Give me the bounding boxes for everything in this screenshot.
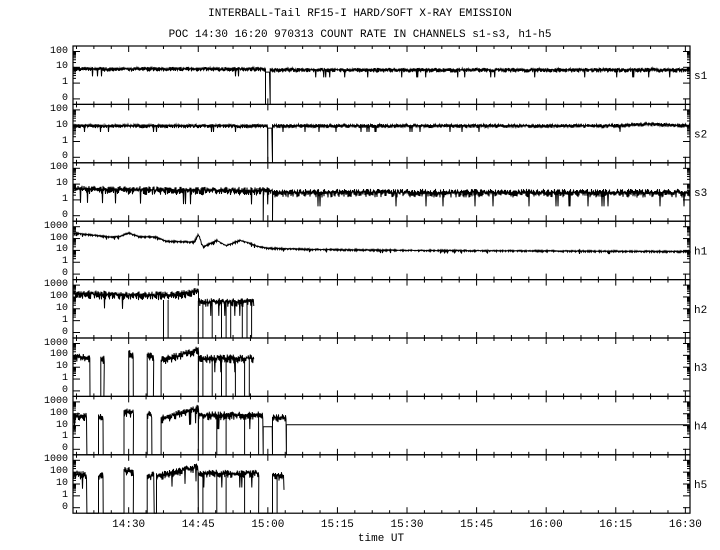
channel-label-h4: h4 xyxy=(694,422,708,434)
y-tick-label: 0 xyxy=(61,326,68,338)
trace-s1 xyxy=(72,65,691,105)
y-tick-label: 10 xyxy=(55,61,68,73)
y-tick-label: 100 xyxy=(49,45,68,57)
y-tick-label: 1 xyxy=(61,314,68,326)
y-tick-label: 1 xyxy=(61,193,68,205)
trace-s2 xyxy=(72,121,691,163)
y-tick-label: 10 xyxy=(55,302,68,314)
y-tick-label: 0 xyxy=(61,384,68,396)
y-tick-label: 1 xyxy=(61,256,68,268)
y-tick-label: 0 xyxy=(61,92,68,104)
y-tick-label: 10 xyxy=(55,244,68,256)
y-tick-label: 1000 xyxy=(43,337,68,349)
x-tick-label: 15:30 xyxy=(391,519,424,531)
y-tick-label: 1 xyxy=(61,489,68,501)
y-tick-label: 10 xyxy=(55,119,68,131)
y-tick-label: 1 xyxy=(61,77,68,89)
panel-frame-h3 xyxy=(72,337,691,398)
channel-label-s2: s2 xyxy=(694,130,707,142)
chart-subtitle: POC 14:30 16:20 970313 COUNT RATE IN CHA… xyxy=(168,29,552,41)
x-tick-label: 15:00 xyxy=(251,519,284,531)
x-tick-label: 16:00 xyxy=(530,519,563,531)
y-tick-label: 100 xyxy=(49,232,68,244)
channel-label-s3: s3 xyxy=(694,188,707,200)
y-tick-label: 0 xyxy=(61,501,68,513)
channel-label-h1: h1 xyxy=(694,246,708,258)
x-axis-label: time UT xyxy=(358,533,405,545)
panel-frame-h4 xyxy=(72,395,691,456)
y-tick-label: 100 xyxy=(49,466,68,478)
y-tick-label: 1000 xyxy=(43,395,68,407)
panel-frame-s2 xyxy=(72,103,691,164)
panel-frame-h2 xyxy=(72,279,691,339)
y-tick-label: 0 xyxy=(61,151,68,163)
y-tick-label: 0 xyxy=(61,268,68,280)
channel-label-h2: h2 xyxy=(694,305,707,317)
y-tick-label: 1 xyxy=(61,135,68,147)
x-tick-label: 14:45 xyxy=(182,519,215,531)
x-tick-label: 15:15 xyxy=(321,519,354,531)
x-tick-label: 14:30 xyxy=(112,519,145,531)
y-tick-label: 10 xyxy=(55,361,68,373)
y-tick-label: 100 xyxy=(49,349,68,361)
y-tick-label: 1000 xyxy=(43,454,68,466)
y-tick-label: 0 xyxy=(61,209,68,221)
y-tick-label: 1 xyxy=(61,373,68,384)
trace-h5 xyxy=(72,463,285,514)
x-tick-label: 16:30 xyxy=(669,519,702,531)
y-tick-label: 1 xyxy=(61,431,68,443)
channel-label-h5: h5 xyxy=(694,480,707,492)
trace-h4 xyxy=(72,404,690,456)
x-tick-label: 15:45 xyxy=(460,519,493,531)
y-tick-label: 0 xyxy=(61,443,68,455)
trace-h3 xyxy=(74,346,255,397)
y-tick-label: 100 xyxy=(49,162,68,174)
panel-frame-s1 xyxy=(72,45,691,106)
y-tick-label: 100 xyxy=(49,407,68,419)
y-tick-label: 100 xyxy=(49,290,68,302)
y-tick-label: 1000 xyxy=(43,220,68,232)
chart-title: INTERBALL-Tail RF15-I HARD/SOFT X-RAY EM… xyxy=(208,8,512,20)
y-tick-label: 10 xyxy=(55,478,68,489)
trace-h2 xyxy=(72,287,255,339)
y-tick-label: 100 xyxy=(49,103,68,115)
panel-frame-h5 xyxy=(72,454,691,514)
y-tick-label: 10 xyxy=(55,419,68,431)
trace-s3 xyxy=(72,185,691,222)
trace-h1 xyxy=(72,230,691,255)
y-tick-label: 1000 xyxy=(43,279,68,291)
x-tick-label: 16:15 xyxy=(599,519,632,531)
channel-label-h3: h3 xyxy=(694,363,707,375)
channel-label-s1: s1 xyxy=(694,71,708,83)
y-tick-label: 10 xyxy=(55,178,68,190)
